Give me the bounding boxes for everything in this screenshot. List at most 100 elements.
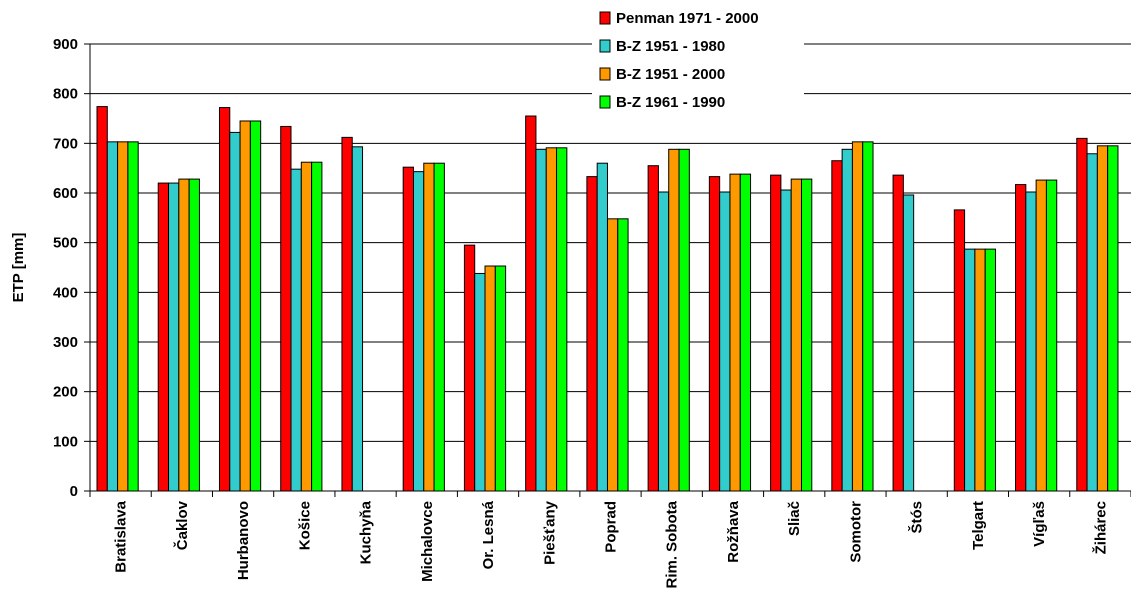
- bar: [831, 160, 843, 492]
- x-category-label: Vígľaš: [1031, 501, 1048, 547]
- bar: [902, 194, 915, 492]
- y-tick-label: 800: [53, 86, 78, 103]
- bar: [545, 147, 558, 492]
- x-category-label: Hurbanovo: [235, 501, 252, 580]
- bar: [1107, 145, 1119, 492]
- legend-label: B-Z 1951 - 1980: [616, 38, 725, 55]
- y-tick-label: 200: [53, 384, 78, 401]
- bar: [474, 272, 486, 492]
- bar: [188, 178, 200, 492]
- y-tick-label: 400: [53, 284, 78, 301]
- bar: [984, 248, 996, 492]
- bar: [412, 171, 425, 492]
- legend-swatch: [599, 95, 611, 109]
- bar: [1035, 179, 1047, 492]
- bar: [1045, 179, 1058, 492]
- bar: [168, 182, 180, 492]
- bar: [974, 248, 986, 492]
- bar: [668, 148, 680, 492]
- bar: [739, 173, 752, 492]
- bar: [341, 136, 353, 492]
- y-tick-label: 900: [53, 36, 78, 53]
- bar: [229, 131, 241, 492]
- bar: [157, 182, 170, 492]
- y-tick-label: 0: [70, 483, 78, 500]
- x-category-label: Piešťany: [541, 500, 558, 565]
- bar: [892, 174, 904, 492]
- legend-swatch: [599, 67, 611, 81]
- bar: [535, 148, 547, 492]
- x-category-label: Žihárec: [1091, 501, 1109, 554]
- legend: Penman 1971 - 2000 B-Z 1951 - 1980 B-Z 195…: [592, 4, 804, 122]
- x-category-label: Rožňava: [725, 500, 742, 562]
- bar: [178, 178, 190, 492]
- y-tick-label: 100: [53, 433, 78, 450]
- bar: [127, 141, 139, 492]
- bar: [862, 141, 874, 492]
- legend-swatch: [599, 39, 611, 53]
- bar: [402, 166, 414, 492]
- bar: [800, 178, 813, 492]
- bar: [290, 168, 302, 492]
- bar: [494, 265, 507, 492]
- x-category-label: Čaklov: [173, 500, 191, 550]
- bar: [1015, 184, 1027, 492]
- bar: [841, 148, 853, 492]
- bar: [280, 125, 292, 492]
- bar: [606, 218, 619, 492]
- y-axis-label: ETP [mm]: [10, 233, 27, 303]
- x-category-label: Telgart: [970, 501, 987, 550]
- x-category-label: Kuchyňa: [358, 500, 375, 564]
- bar: [729, 173, 741, 492]
- x-axis-categories: Bratislava Čaklov Hurbanovo Košice Kuchyňa Mi…: [113, 500, 1110, 588]
- bar: [708, 176, 721, 492]
- x-category-label: Somotor: [847, 501, 864, 563]
- bar: [1086, 153, 1098, 492]
- bar: [1025, 191, 1037, 492]
- bar: [953, 209, 966, 492]
- x-category-label: Bratislava: [113, 500, 130, 572]
- y-tick-label: 700: [53, 135, 78, 152]
- y-tick-label: 300: [53, 334, 78, 351]
- bar: [351, 146, 364, 492]
- bar: [586, 176, 598, 492]
- bar: [484, 265, 496, 492]
- bar: [239, 120, 251, 492]
- x-category-label: Štós: [908, 501, 926, 534]
- legend-label: B-Z 1961 - 1990: [616, 94, 725, 111]
- y-tick-label: 500: [53, 235, 78, 252]
- bar: [525, 115, 537, 492]
- bar: [300, 161, 313, 492]
- bar: [311, 161, 323, 492]
- x-category-label: Košice: [296, 501, 313, 550]
- bars: [96, 106, 1119, 492]
- bar: [851, 141, 864, 492]
- bar: [780, 189, 792, 492]
- bar: [647, 165, 659, 492]
- x-category-label: Poprad: [603, 501, 620, 553]
- bar: [770, 174, 782, 492]
- bar: [463, 244, 476, 492]
- bar: [117, 141, 129, 492]
- bar: [249, 120, 262, 492]
- bar: [423, 162, 435, 492]
- bar: [1096, 145, 1109, 492]
- bar: [106, 141, 119, 492]
- bar: [1076, 137, 1088, 492]
- bar: [964, 248, 976, 492]
- legend-label: B-Z 1951 - 2000: [616, 66, 725, 83]
- bar: [596, 162, 608, 492]
- x-category-label: Sliač: [786, 501, 803, 536]
- bar: [678, 148, 690, 492]
- legend-label: Penman 1971 - 2000: [616, 10, 759, 27]
- bar: [657, 191, 670, 492]
- bar: [433, 162, 445, 492]
- y-axis-ticks: 0 100 200 300 400 500 600 700 800 900: [53, 36, 90, 500]
- bar: [218, 107, 231, 492]
- legend-box: [592, 4, 804, 122]
- y-tick-label: 600: [53, 185, 78, 202]
- legend-swatch: [599, 11, 611, 25]
- bar: [96, 106, 108, 492]
- x-category-label: Michalovce: [419, 501, 436, 582]
